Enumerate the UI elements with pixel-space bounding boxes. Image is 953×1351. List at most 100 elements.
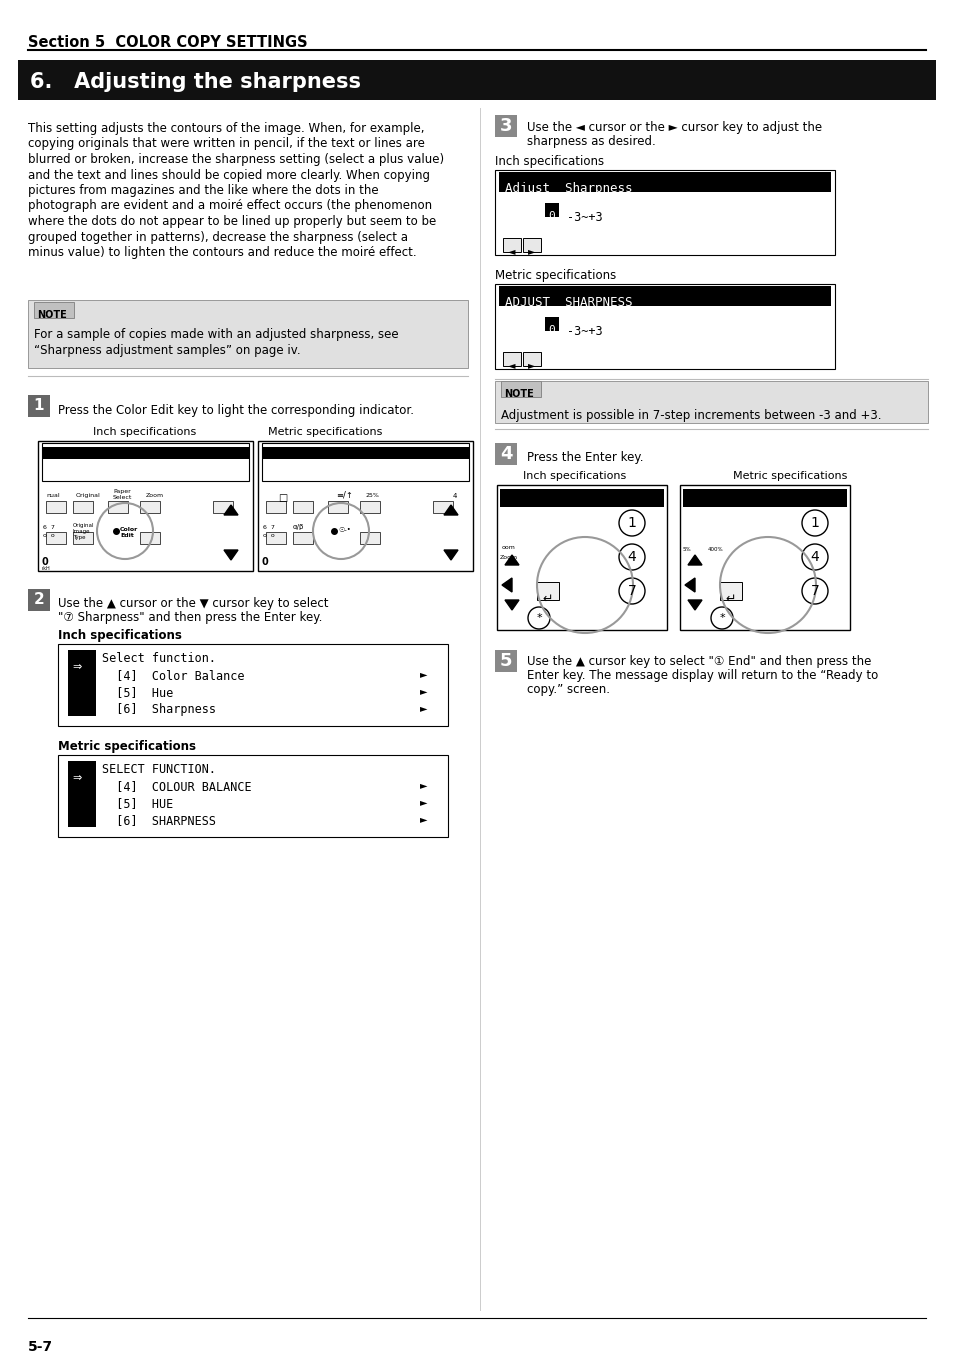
- Bar: [502, 238, 520, 253]
- Bar: [73, 532, 92, 544]
- Text: *: *: [719, 613, 724, 623]
- Polygon shape: [504, 600, 518, 611]
- Text: Inch specifications: Inch specifications: [523, 471, 626, 481]
- Text: 6.   Adjusting the sharpness: 6. Adjusting the sharpness: [30, 72, 360, 92]
- Text: rkH: rkH: [42, 566, 51, 571]
- Text: 4: 4: [627, 550, 636, 563]
- Text: ⇒: ⇒: [71, 662, 81, 671]
- Text: nual: nual: [46, 493, 59, 499]
- Text: [5]  HUE: [5] HUE: [102, 797, 173, 811]
- Text: 1: 1: [627, 516, 636, 530]
- Text: 7: 7: [810, 584, 819, 598]
- Bar: [499, 489, 663, 507]
- Polygon shape: [443, 550, 457, 561]
- Text: o  o: o o: [43, 534, 54, 538]
- Bar: [544, 317, 558, 331]
- Bar: [18, 59, 935, 100]
- Bar: [522, 353, 540, 366]
- Bar: [544, 203, 558, 218]
- Bar: [73, 501, 92, 513]
- Text: [6]  SHARPNESS: [6] SHARPNESS: [102, 815, 215, 827]
- Text: [6]  Sharpness: [6] Sharpness: [102, 703, 215, 716]
- Bar: [58, 644, 448, 725]
- Text: grouped together in patterns), decrease the sharpness (select a: grouped together in patterns), decrease …: [28, 231, 408, 243]
- Bar: [58, 755, 448, 838]
- Text: Zoom: Zoom: [499, 555, 517, 561]
- Text: Original: Original: [76, 493, 101, 499]
- Text: and the text and lines should be copied more clearly. When copying: and the text and lines should be copied …: [28, 169, 430, 181]
- Text: sharpness as desired.: sharpness as desired.: [526, 135, 655, 149]
- Bar: [537, 582, 558, 600]
- Text: photograph are evident and a moiré effect occurs (the phenomenon: photograph are evident and a moiré effec…: [28, 200, 432, 212]
- Text: ≡/↑: ≡/↑: [335, 490, 353, 500]
- Text: Metric specifications: Metric specifications: [268, 427, 382, 436]
- Text: 0: 0: [548, 211, 555, 222]
- Text: 3: 3: [499, 118, 512, 135]
- Text: Section 5  COLOR COPY SETTINGS: Section 5 COLOR COPY SETTINGS: [28, 35, 307, 50]
- Bar: [359, 532, 379, 544]
- Text: where the dots do not appear to be lined up properly but seem to be: where the dots do not appear to be lined…: [28, 215, 436, 228]
- Text: Select function.: Select function.: [102, 653, 215, 665]
- Bar: [495, 443, 517, 465]
- Text: Inch specifications: Inch specifications: [58, 630, 182, 642]
- Text: o  o: o o: [263, 534, 274, 538]
- Polygon shape: [504, 555, 518, 565]
- Text: ◄: ◄: [508, 246, 516, 255]
- Text: 1: 1: [33, 399, 44, 413]
- Text: ►: ►: [419, 797, 427, 807]
- Bar: [498, 286, 830, 305]
- Polygon shape: [224, 550, 237, 561]
- Bar: [495, 650, 517, 671]
- Text: Metric specifications: Metric specifications: [495, 269, 616, 282]
- Bar: [140, 501, 160, 513]
- Polygon shape: [687, 555, 701, 565]
- Text: "⑦ Sharpness" and then press the Enter key.: "⑦ Sharpness" and then press the Enter k…: [58, 611, 322, 624]
- Bar: [522, 238, 540, 253]
- Text: For a sample of copies made with an adjusted sharpness, see: For a sample of copies made with an adju…: [34, 328, 398, 340]
- Text: SELECT FUNCTION.: SELECT FUNCTION.: [102, 763, 215, 775]
- Polygon shape: [501, 578, 512, 592]
- Text: ADJUST  SHARPNESS: ADJUST SHARPNESS: [504, 296, 632, 309]
- Text: ►: ►: [528, 246, 536, 255]
- Text: ↵: ↵: [542, 593, 553, 607]
- Bar: [679, 485, 849, 630]
- Text: ◄: ◄: [508, 359, 516, 370]
- Text: This setting adjusts the contours of the image. When, for example,: This setting adjusts the contours of the…: [28, 122, 424, 135]
- Text: 1: 1: [810, 516, 819, 530]
- Bar: [213, 501, 233, 513]
- Text: 6  7: 6 7: [43, 526, 55, 530]
- Text: Use the ◄ cursor or the ► cursor key to adjust the: Use the ◄ cursor or the ► cursor key to …: [526, 122, 821, 134]
- Text: [5]  Hue: [5] Hue: [102, 686, 173, 698]
- Text: NOTE: NOTE: [503, 389, 533, 399]
- Polygon shape: [684, 578, 695, 592]
- Text: Paper
Select: Paper Select: [112, 489, 132, 500]
- Text: ►: ►: [419, 815, 427, 824]
- Bar: [495, 284, 834, 369]
- Text: 4: 4: [810, 550, 819, 563]
- Bar: [42, 443, 249, 481]
- Bar: [68, 761, 96, 827]
- Bar: [328, 501, 348, 513]
- Text: oom: oom: [501, 544, 516, 550]
- Text: α/β: α/β: [293, 524, 304, 530]
- Text: ►: ►: [528, 359, 536, 370]
- Text: ►: ►: [419, 686, 427, 696]
- Text: Enter key. The message display will return to the “Ready to: Enter key. The message display will retu…: [526, 669, 878, 682]
- Text: 4: 4: [453, 493, 456, 499]
- Text: 4: 4: [499, 444, 512, 463]
- Bar: [266, 532, 286, 544]
- Text: *: *: [536, 613, 541, 623]
- Polygon shape: [687, 600, 701, 611]
- Text: 0: 0: [262, 557, 269, 567]
- Text: ↵: ↵: [725, 593, 736, 607]
- Bar: [266, 501, 286, 513]
- Text: 5%: 5%: [682, 547, 691, 553]
- Text: ►: ►: [419, 669, 427, 680]
- Bar: [498, 172, 830, 192]
- Text: -3~+3: -3~+3: [566, 326, 602, 338]
- Text: 0: 0: [42, 557, 49, 567]
- Text: 6  7: 6 7: [263, 526, 274, 530]
- Text: minus value) to lighten the contours and reduce the moiré effect.: minus value) to lighten the contours and…: [28, 246, 416, 259]
- Text: Adjustment is possible in 7-step increments between -3 and +3.: Adjustment is possible in 7-step increme…: [500, 409, 881, 422]
- Text: Zoom: Zoom: [146, 493, 164, 499]
